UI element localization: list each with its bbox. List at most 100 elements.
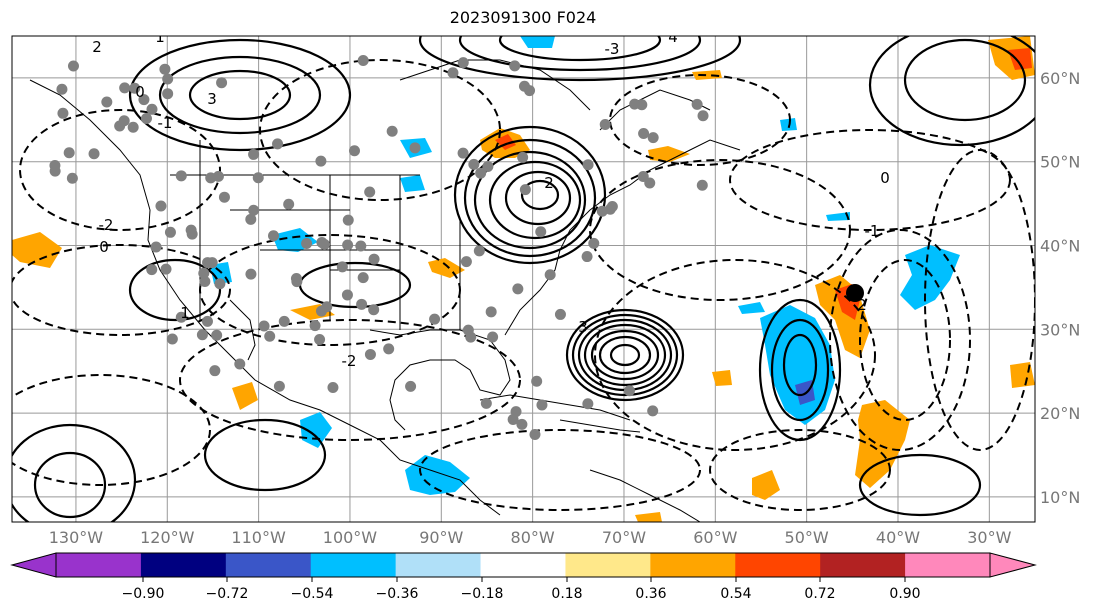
station-dot [88,148,100,160]
station-dot [327,382,339,394]
station-dot [509,60,521,72]
colorbar-segment [395,553,482,577]
station-dot [604,203,616,215]
station-dot [599,118,611,130]
station-dot [465,331,477,343]
contour-ring [729,129,1011,231]
station-dot [691,98,703,110]
contour-ring [179,319,521,441]
station-dot [588,237,600,249]
station-dot [66,172,78,184]
lon-tick-label: 130°W [49,528,104,547]
station-dot [519,184,531,196]
contour-ring [782,333,818,397]
contour-ring [463,138,597,258]
station-dot [544,269,556,281]
station-dot [582,159,594,171]
lon-tick-label: 80°W [511,528,555,547]
station-dot [314,334,326,346]
blue-patch [300,412,332,448]
colorbar-outline [55,552,991,578]
contour-ring [770,318,830,422]
station-dot [49,165,61,177]
colorbar: −0.90 −0.72 −0.54 −0.36 −0.18 0.18 0.36 0.54 0.7… [10,552,1037,602]
station-dot [273,380,285,392]
station-dot [457,147,469,159]
colorbar-tick-label: 0.36 [635,586,666,602]
station-dot [63,147,75,159]
station-dot [516,418,528,430]
station-dot [175,311,187,323]
lon-tick-label: 30°W [967,528,1011,547]
station-dot [364,348,376,360]
station-dot [581,251,593,263]
station-dot [341,289,353,301]
contour-ring [589,159,851,301]
station-dot [252,172,264,184]
lon-tick-label: 50°W [785,528,829,547]
station-dot [507,413,519,425]
station-dot [114,120,126,132]
station-dot [368,253,380,265]
lon-tick-label: 110°W [231,528,286,547]
blue-patch [520,36,555,48]
station-dot [164,226,176,238]
contour-ring [859,259,951,421]
station-dot [199,275,211,287]
latitude-labels: 60°N 50°N 40°N 30°N 20°N 10°N [1040,69,1080,507]
station-dot [283,198,295,210]
station-dot [531,375,543,387]
station-dot [482,160,494,172]
contour-ring [19,109,221,231]
contour-label: 0 [880,169,890,187]
orange-patch [712,370,732,386]
station-dot [480,397,492,409]
station-dot [535,226,547,238]
station-dot [248,204,260,216]
station-dot [316,236,328,248]
orange-patch [752,470,780,500]
station-dot [457,57,469,69]
contour-label: 3 [578,318,588,336]
station-dot [321,301,333,313]
station-dots [49,55,709,440]
station-dot [475,167,487,179]
station-dot [268,230,280,242]
station-dot [67,60,79,72]
contour-ring [418,36,742,82]
contour-label: 4 [668,28,678,46]
contour-label: 1 [180,304,190,322]
colorbar-tick-label: 0.90 [889,586,920,602]
colorbar-extend-high [989,552,1037,578]
station-dot [636,99,648,111]
station-dot [205,172,217,184]
red-patch [495,134,516,150]
blue-patch [900,245,960,310]
colorbar-segment [225,553,312,577]
contour-ring [504,170,572,226]
colorbar-tick-label: 0.72 [804,586,835,602]
station-dot [368,304,380,316]
colorbar-tick-label: −0.54 [291,586,334,602]
station-dot [524,85,536,97]
blue-patch [400,175,425,192]
lat-tick-label: 40°N [1040,236,1080,255]
station-dot [234,358,246,370]
station-dot [342,214,354,226]
colorbar-segment [56,553,142,577]
station-dot [342,239,354,251]
contour-ring [128,38,352,152]
contour-ring [858,453,982,517]
lon-tick-label: 120°W [140,528,195,547]
contour-ring [158,55,322,135]
station-dot [309,320,321,332]
station-dot [647,405,659,417]
lon-tick-label: 90°W [419,528,463,547]
contour-ring [458,36,702,72]
colorbar-segment [480,553,566,577]
contour-ring [609,343,641,367]
contour-ring [498,36,662,62]
station-dot [209,365,221,377]
contour-label: -1 [158,114,173,132]
contour-ring [473,150,587,250]
